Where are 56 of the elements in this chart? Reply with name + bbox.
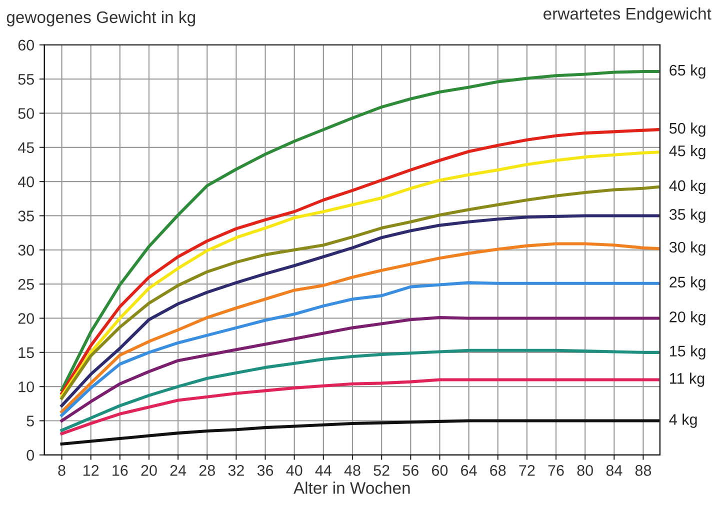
series-label: 50 kg <box>669 122 706 137</box>
x-tick-label: 28 <box>199 465 215 476</box>
y-tick-label: 45 <box>18 142 34 154</box>
text: erwartetes Endgewicht <box>544 7 712 23</box>
y-tick-label: 20 <box>18 313 34 324</box>
y-tick-label: 60 <box>18 40 34 51</box>
x-tick-label: 8 <box>58 465 66 476</box>
line-series <box>60 378 660 436</box>
y-tick-label: 50 <box>18 108 34 119</box>
series-label: 35 kg <box>669 208 706 223</box>
x-tick-label: 64 <box>461 465 477 476</box>
x-tick-label: 48 <box>344 465 360 476</box>
x-tick-label: 52 <box>374 465 390 476</box>
x-tick-label: 88 <box>635 465 652 476</box>
x-tick-label: 56 <box>402 465 418 476</box>
x-tick-label: 24 <box>170 465 186 476</box>
line-series <box>60 348 660 432</box>
series-label: 40 kg <box>669 180 706 194</box>
y-tick-label: 15 <box>18 347 34 358</box>
line-series <box>60 70 660 392</box>
y-tick-label: 25 <box>18 278 34 290</box>
x-tick-label: 68 <box>490 465 506 476</box>
line-series <box>60 242 660 414</box>
x-tick-label: 16 <box>112 465 128 476</box>
x-tick-label: 72 <box>519 465 535 476</box>
y-tick-label: 10 <box>18 381 34 392</box>
series-label: 65 kg <box>670 64 706 79</box>
y-tick-label: 0 <box>26 450 34 461</box>
series-label: 15 kg <box>670 345 706 360</box>
y-tick-label: 55 <box>18 74 34 85</box>
y-tick-label: 30 <box>18 244 34 256</box>
x-axis-title: Alter in Wochen <box>294 482 410 494</box>
series-label: 20 kg <box>670 311 706 326</box>
y-tick-label: 40 <box>18 176 34 188</box>
series-label: 45 kg <box>669 145 706 160</box>
x-tick-label: 40 <box>286 465 302 476</box>
line-series <box>60 214 660 408</box>
y-axis-title: gewogenes Gewicht in kg <box>6 10 196 26</box>
x-tick-label: 60 <box>432 465 448 476</box>
x-tick-label: 20 <box>141 465 157 476</box>
x-tick-label: 84 <box>606 465 622 476</box>
y-tick-label: 35 <box>18 210 34 222</box>
x-tick-label: 12 <box>84 465 99 476</box>
x-tick-label: 44 <box>315 465 332 476</box>
series-label: 30 kg <box>669 241 706 256</box>
y-tick-label: 5 <box>26 416 34 426</box>
line-series <box>60 419 660 446</box>
x-tick-label: 80 <box>577 465 593 476</box>
series-label: 25 kg <box>670 276 706 291</box>
line-series <box>60 316 660 422</box>
series-label: 4 kg <box>669 414 697 428</box>
series-label: 11 kg <box>670 372 704 387</box>
x-tick-label: 32 <box>228 465 244 476</box>
x-tick-label: 76 <box>548 465 564 476</box>
x-tick-label: 36 <box>257 465 274 476</box>
line-series <box>60 281 660 417</box>
